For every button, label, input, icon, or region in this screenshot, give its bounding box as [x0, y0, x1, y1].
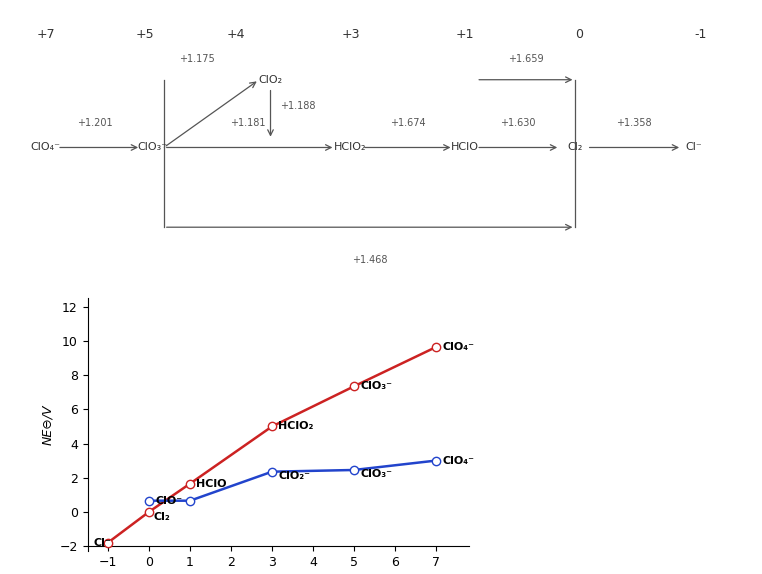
Text: +3: +3	[341, 28, 360, 41]
Text: +1.358: +1.358	[616, 118, 652, 127]
Text: +1.630: +1.630	[501, 118, 536, 127]
Text: HClO₂: HClO₂	[278, 421, 313, 432]
Text: ClO₄⁻: ClO₄⁻	[30, 142, 61, 153]
Text: ClO⁻: ClO⁻	[155, 496, 182, 506]
Y-axis label: NE⊖/V: NE⊖/V	[41, 405, 54, 445]
Text: -1: -1	[695, 28, 707, 41]
Text: +1: +1	[456, 28, 474, 41]
Text: ClO₃⁻: ClO₃⁻	[137, 142, 168, 153]
Text: ClO₃⁻: ClO₃⁻	[360, 470, 392, 479]
Text: 0: 0	[575, 28, 583, 41]
Text: +1.181: +1.181	[230, 118, 265, 127]
Text: +1.468: +1.468	[352, 255, 387, 265]
Text: Cl⁻: Cl⁻	[94, 537, 111, 548]
Text: ClO₂⁻: ClO₂⁻	[278, 471, 310, 481]
Text: +1.175: +1.175	[179, 54, 214, 64]
Text: ClO₂: ClO₂	[258, 75, 283, 85]
Text: HClO: HClO	[196, 479, 226, 488]
Text: Cl₂: Cl₂	[568, 142, 583, 153]
Text: +1.674: +1.674	[390, 118, 425, 127]
Text: +5: +5	[136, 28, 154, 41]
Text: HClO₂: HClO₂	[335, 142, 367, 153]
Text: Cl₂: Cl₂	[154, 512, 171, 522]
Text: Cl⁻: Cl⁻	[685, 142, 702, 153]
Text: +7: +7	[37, 28, 55, 41]
Text: +1.659: +1.659	[508, 54, 543, 64]
Text: ClO₄⁻: ClO₄⁻	[442, 342, 474, 352]
Text: +1.188: +1.188	[280, 100, 316, 111]
Text: ClO₃⁻: ClO₃⁻	[360, 381, 392, 391]
Text: HClO: HClO	[451, 142, 479, 153]
Text: ClO₄⁻: ClO₄⁻	[442, 456, 474, 466]
Text: +4: +4	[227, 28, 245, 41]
Text: +1.201: +1.201	[78, 118, 113, 127]
